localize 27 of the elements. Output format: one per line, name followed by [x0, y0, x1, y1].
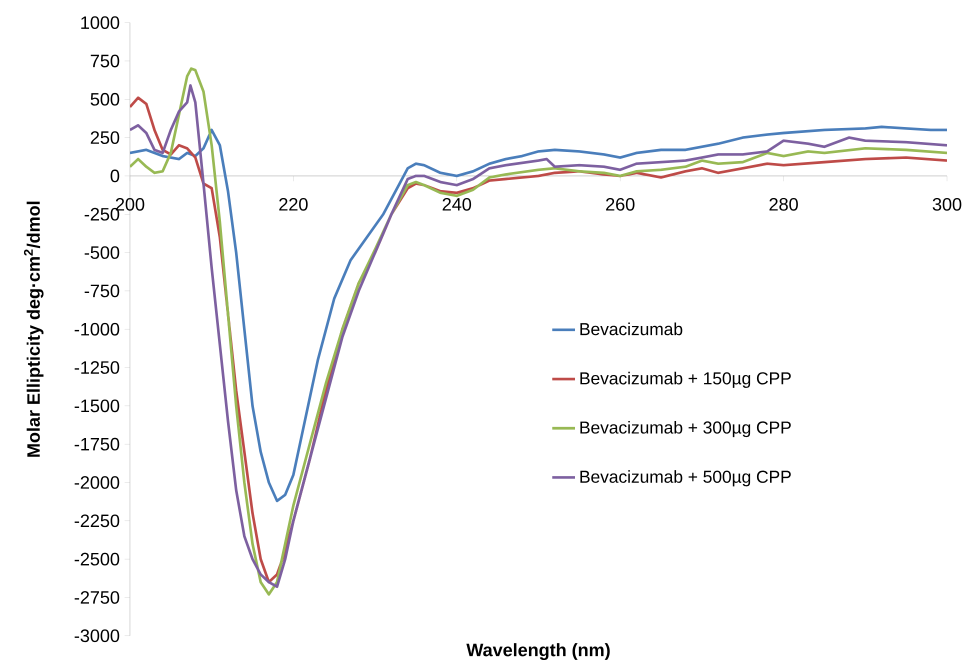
- legend-label: Bevacizumab: [580, 322, 682, 336]
- y-tick-label: -2000: [74, 476, 120, 489]
- y-tick-label: -1750: [74, 438, 120, 450]
- x-tick-label: 220: [279, 198, 308, 211]
- y-tick-label: -1250: [74, 361, 120, 374]
- y-tick-label: -1500: [74, 399, 120, 412]
- x-tick-label: 260: [606, 198, 634, 211]
- x-tick-label: 280: [769, 198, 798, 211]
- y-tick-label: 1000: [81, 16, 120, 29]
- y-tick-label: -750: [84, 284, 120, 298]
- y-tick-label: -2500: [74, 552, 120, 566]
- y-tick-label: 500: [90, 92, 120, 106]
- y-tick-label: -2750: [74, 591, 120, 604]
- legend-label: Bevacizumab + 300µg CPP: [580, 420, 791, 438]
- y-tick-label: 250: [90, 131, 120, 144]
- legend-label: Bevacizumab + 150µg CPP: [580, 372, 791, 388]
- y-tick-label: 750: [90, 54, 120, 68]
- y-axis-title: Molar Ellipticity deg·cm$^{2}$/dmol: [24, 202, 44, 457]
- y-tick-label: -3000: [74, 629, 120, 642]
- y-tick-label: -1000: [74, 322, 120, 336]
- x-tick-label: 240: [442, 198, 472, 211]
- x-axis-title: Wavelength (nm): [466, 643, 610, 660]
- legend-label: Bevacizumab + 500µg CPP: [580, 470, 791, 486]
- y-tick-label: -500: [84, 246, 120, 259]
- y-tick-label: -2250: [74, 514, 120, 528]
- y-tick-label: 0: [110, 170, 120, 182]
- x-tick-label: 300: [932, 198, 962, 211]
